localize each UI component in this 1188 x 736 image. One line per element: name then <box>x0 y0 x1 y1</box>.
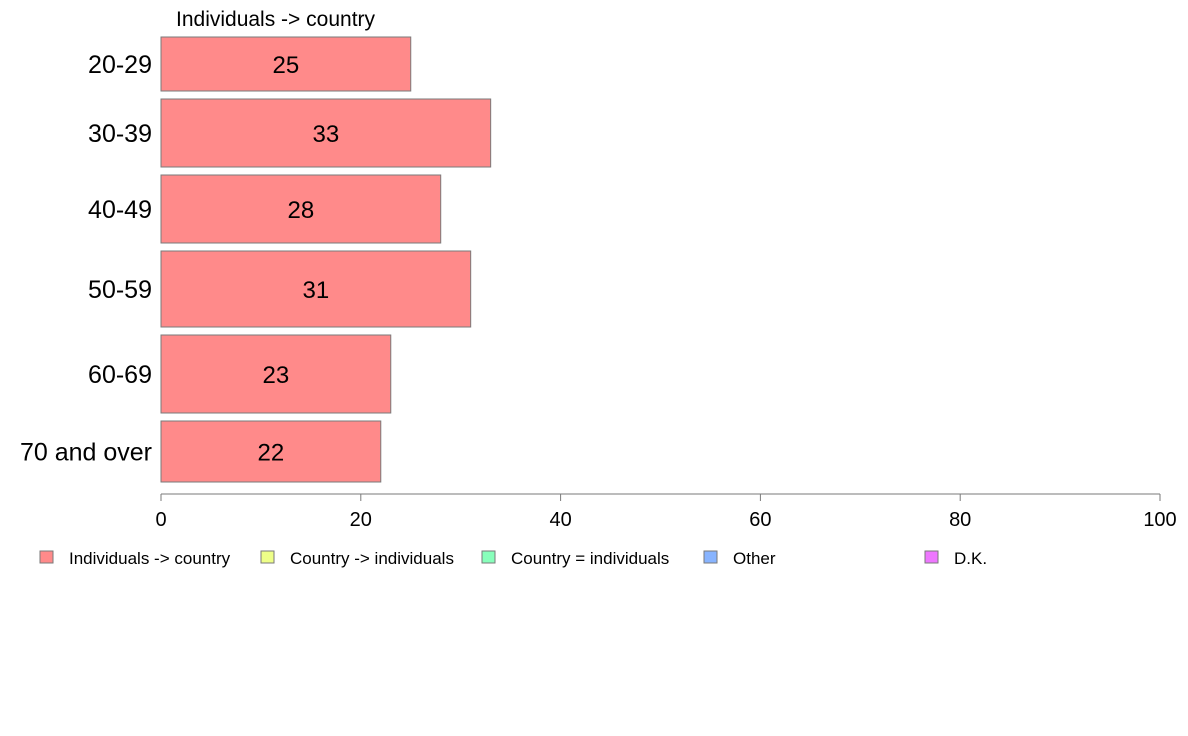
legend-swatch <box>39 550 54 564</box>
tick-label: 80 <box>949 509 971 531</box>
legend-label: Individuals -> country <box>69 549 231 568</box>
legend-swatch <box>481 550 496 564</box>
data-label: 23 <box>263 362 290 389</box>
legend-swatch <box>703 550 718 564</box>
legend-swatch <box>260 550 275 564</box>
bar <box>160 250 472 328</box>
category-label: 30-39 <box>88 120 152 148</box>
bar <box>160 174 442 244</box>
bar <box>160 36 412 92</box>
data-label: 25 <box>273 52 300 79</box>
category-label: 70 and over <box>20 439 152 467</box>
data-label: 31 <box>302 277 329 304</box>
legend-label: Country = individuals <box>511 549 669 568</box>
bars: 20-29 25 30-39 33 40-49 28 50-59 31 60-69 23 70 an… <box>20 36 492 483</box>
tick-label: 40 <box>549 509 571 531</box>
tick-label: 100 <box>1143 509 1176 531</box>
category-label: 20-29 <box>88 51 152 79</box>
tick-label: 20 <box>350 509 372 531</box>
bar <box>160 334 392 414</box>
tick-label: 60 <box>749 509 771 531</box>
bar <box>160 420 382 483</box>
legend: Individuals -> country Country -> individ… <box>39 549 987 568</box>
bar <box>160 98 492 168</box>
data-label: 33 <box>312 121 339 148</box>
category-label: 50-59 <box>88 276 152 304</box>
x-axis: 0 20 40 60 80 100 <box>155 493 1177 531</box>
data-label: 22 <box>258 440 285 467</box>
category-label: 40-49 <box>88 196 152 224</box>
data-label: 28 <box>288 197 315 224</box>
legend-label: Other <box>733 549 776 568</box>
series-title: Individuals -> country <box>176 8 376 31</box>
tick-label: 0 <box>155 509 166 531</box>
legend-label: Country -> individuals <box>290 549 454 568</box>
category-label: 60-69 <box>88 361 152 389</box>
legend-swatch <box>924 550 939 564</box>
legend-label: D.K. <box>954 549 987 568</box>
